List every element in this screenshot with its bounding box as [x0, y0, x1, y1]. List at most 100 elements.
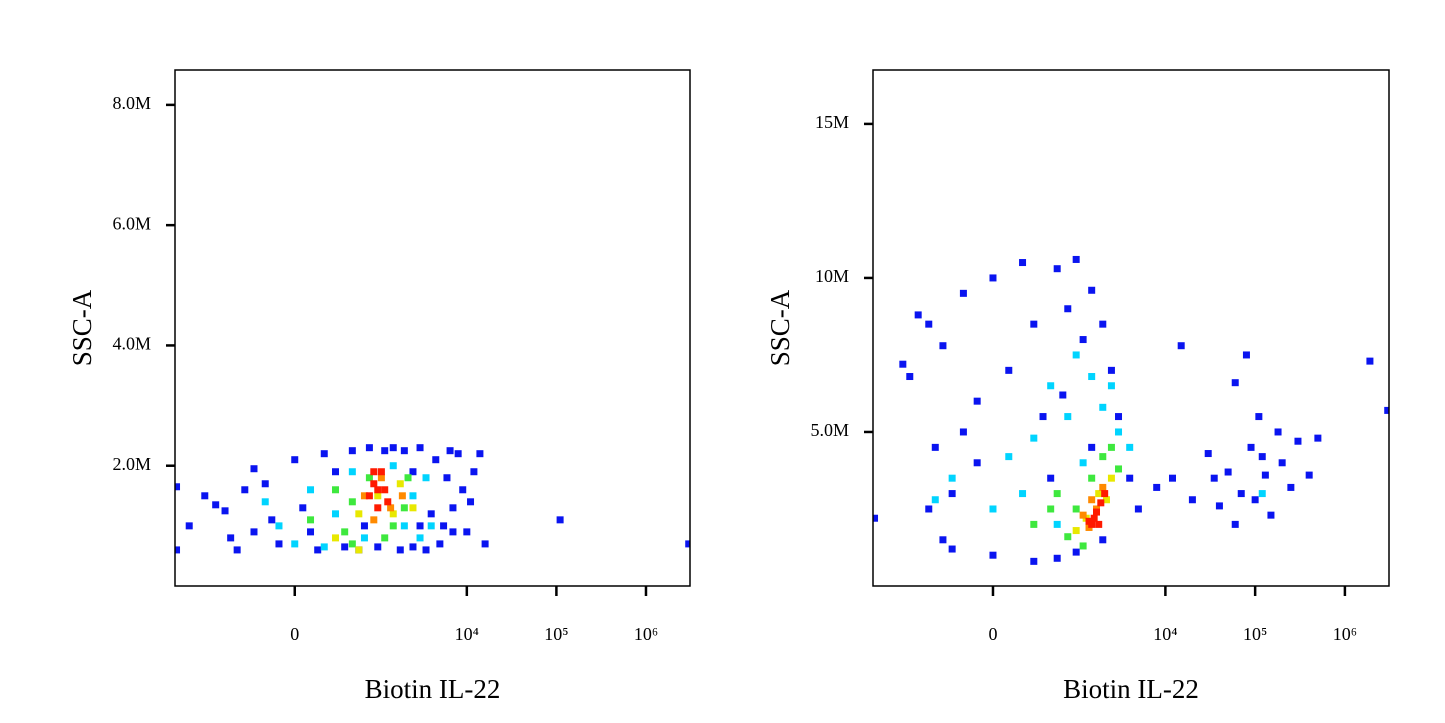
plot: 2.0M 4.0M 6.0M 8.0M 0 10⁴ 10⁵ 10⁶ Biotin IL-22 SS…	[67, 69, 691, 704]
point	[1099, 403, 1107, 411]
point	[261, 480, 269, 488]
point	[1097, 499, 1105, 507]
point	[1064, 413, 1072, 421]
point	[384, 498, 392, 506]
point	[1088, 474, 1096, 482]
point	[374, 543, 382, 551]
x-axis-label: Biotin IL-22	[365, 674, 501, 704]
point	[389, 444, 397, 452]
point	[1072, 255, 1080, 263]
y-tick-label: 6.0M	[112, 213, 151, 233]
point	[914, 311, 922, 319]
point	[341, 543, 349, 551]
point	[268, 516, 276, 524]
y-tick-label: 15M	[815, 112, 849, 132]
point	[355, 510, 363, 518]
point	[1030, 320, 1038, 328]
point	[1274, 428, 1282, 436]
point	[1047, 474, 1055, 482]
point	[175, 546, 181, 554]
point	[436, 540, 444, 548]
point	[400, 522, 408, 530]
point	[1294, 437, 1302, 445]
point	[396, 480, 404, 488]
point	[1088, 443, 1096, 451]
point	[931, 443, 939, 451]
point	[467, 498, 475, 506]
point	[1088, 496, 1096, 504]
point	[1242, 351, 1250, 359]
point	[989, 274, 997, 282]
x-tick-label: 0	[290, 624, 299, 644]
point	[250, 465, 258, 473]
point	[365, 492, 373, 500]
point	[899, 360, 907, 368]
point	[409, 504, 417, 512]
point	[1030, 434, 1038, 442]
point	[416, 522, 424, 530]
point	[1047, 505, 1055, 513]
point	[1247, 443, 1255, 451]
point	[1072, 527, 1080, 535]
point	[470, 468, 478, 476]
point	[348, 468, 356, 476]
point	[1115, 428, 1123, 436]
point	[409, 492, 417, 500]
point	[370, 480, 378, 488]
point	[365, 474, 373, 482]
point	[332, 534, 340, 542]
point	[427, 522, 435, 530]
point	[381, 486, 389, 494]
point	[389, 510, 397, 518]
point	[332, 486, 340, 494]
point	[1039, 413, 1047, 421]
point	[1168, 474, 1176, 482]
point	[307, 486, 315, 494]
point	[275, 540, 283, 548]
point	[185, 522, 193, 530]
point	[939, 536, 947, 544]
point	[355, 546, 363, 554]
point	[1366, 357, 1374, 365]
x-tick-label: 0	[988, 624, 997, 644]
point	[973, 397, 981, 405]
point	[389, 522, 397, 530]
point	[1305, 471, 1313, 479]
point	[1079, 511, 1087, 519]
point	[307, 528, 315, 536]
point	[973, 459, 981, 467]
point	[1099, 320, 1107, 328]
x-tick-label: 10⁶	[1333, 624, 1357, 644]
point	[1064, 305, 1072, 313]
point	[1107, 366, 1115, 374]
point	[685, 540, 690, 548]
point	[948, 545, 956, 553]
x-tick-label: 10⁵	[544, 624, 568, 644]
point	[440, 522, 448, 530]
point	[360, 492, 368, 500]
point	[1079, 336, 1087, 344]
point	[299, 504, 307, 512]
point	[1099, 536, 1107, 544]
point	[416, 444, 424, 452]
points	[175, 444, 690, 554]
point	[481, 540, 489, 548]
point	[374, 492, 382, 500]
point	[1072, 505, 1080, 513]
point	[1088, 286, 1096, 294]
point	[476, 450, 484, 458]
point	[409, 543, 417, 551]
point	[360, 522, 368, 530]
point	[989, 551, 997, 559]
point	[1088, 373, 1096, 381]
x-tick-label: 10⁴	[455, 624, 479, 644]
point	[959, 289, 967, 297]
point	[1053, 490, 1061, 498]
point	[1085, 517, 1093, 525]
point	[212, 501, 220, 509]
point	[939, 342, 947, 350]
y-axis-label: SSC-A	[67, 289, 97, 366]
point	[1095, 490, 1103, 498]
point	[1188, 496, 1196, 504]
